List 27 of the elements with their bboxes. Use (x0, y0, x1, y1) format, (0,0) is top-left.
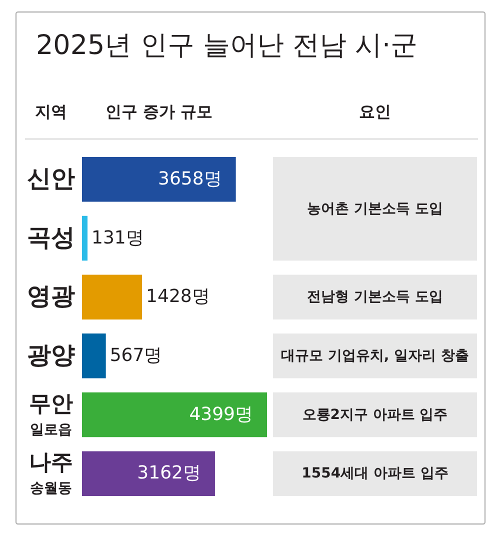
y-axis-title: 지역 (35, 102, 67, 121)
chart-title: 2025년 인구 늘어난 전남 시·군 (36, 30, 418, 61)
bar (82, 216, 88, 261)
bar (82, 334, 106, 378)
data-label: 1428명 (146, 286, 210, 308)
text: 농어촌 기본소득 도입 (307, 200, 443, 217)
text: 요인 (359, 102, 391, 121)
y-tick-label: 영광 (27, 282, 75, 310)
y-tick-label: 곡성 (27, 223, 75, 252)
category-label: 나주 송월동 (29, 450, 73, 497)
bar (82, 274, 142, 320)
text: 전남형 기본소득 도입 (307, 289, 443, 306)
bar (82, 157, 236, 202)
category-label: 무안 일로읍 (29, 392, 73, 438)
text: 오룡2지구 아파트 입주 (302, 406, 448, 423)
bar (82, 392, 267, 438)
text: 대규모 기업유치, 일자리 창출 (281, 348, 469, 364)
bar (82, 451, 215, 496)
x-axis-title: 인구 증가 규모 (105, 102, 213, 121)
data-label: 567명 (110, 344, 162, 366)
data-label: 4399명 (189, 404, 253, 425)
text: 1554세대 아파트 입주 (302, 466, 448, 482)
data-label: 3658명 (158, 168, 222, 190)
y-tick-label: 신안 (27, 164, 75, 192)
data-label: 3162명 (137, 462, 201, 484)
data-label: 131명 (92, 227, 144, 248)
y-tick-label: 광양 (27, 340, 75, 369)
